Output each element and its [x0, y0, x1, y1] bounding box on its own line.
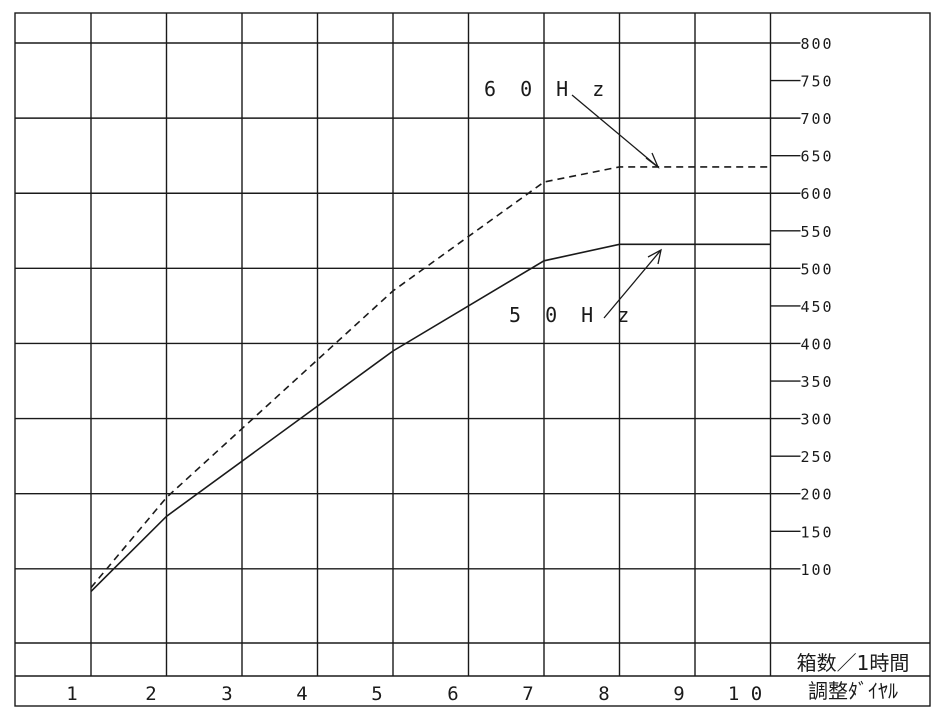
legend-50hz-arrowhead [647, 248, 662, 265]
series-layer [90, 166, 772, 592]
legend-60hz-arrow [571, 94, 659, 168]
x-tick-label: 3 [221, 683, 232, 705]
legend-60hz-label: 6 0 H z [484, 77, 610, 101]
x-tick-label: 8 [598, 683, 609, 705]
x-tick-label: 2 [145, 683, 156, 705]
x-tick-label: 1 0 [728, 683, 762, 705]
y-tick-label: 400 [801, 335, 834, 353]
series-line-50hz [90, 243, 771, 592]
x-tick-label: 9 [673, 683, 684, 705]
y-tick-label: 800 [801, 35, 834, 53]
x-tick-label: 7 [522, 683, 533, 705]
x-axis: 1 2 3 4 5 6 7 8 9 1 0 [66, 683, 762, 705]
y-tick-label: 150 [801, 523, 834, 541]
y-tick-label: 500 [801, 260, 834, 278]
legend-60hz-arrowhead [645, 152, 660, 169]
y-tick-label: 250 [801, 448, 834, 466]
y-tick-label: 750 [801, 73, 834, 91]
y-tick-label: 100 [801, 561, 834, 579]
y-axis: 800 750 700 650 600 550 500 450 400 350 300 250 200 1… [770, 35, 834, 579]
y-tick-label: 600 [801, 185, 834, 203]
x-tick-label: 5 [371, 683, 382, 705]
series-line-60hz [90, 166, 772, 589]
x-axis-title: 調整ﾀﾞｲﾔﾙ [808, 679, 898, 703]
chart-grid [14, 12, 931, 707]
chart-frame [14, 12, 931, 707]
y-tick-label: 700 [801, 110, 834, 128]
y-tick-label: 450 [801, 298, 834, 316]
y-tick-label: 650 [801, 148, 834, 166]
x-tick-label: 1 [66, 683, 77, 705]
y-tick-label: 200 [801, 486, 834, 504]
legend-50hz-label: 5 0 H z [509, 303, 635, 327]
x-tick-label: 4 [296, 683, 307, 705]
x-tick-label: 6 [447, 683, 458, 705]
legend-50hz-arrow [603, 249, 662, 319]
y-tick-label: 350 [801, 373, 834, 391]
y-axis-unit-label: 箱数／1時間 [797, 651, 910, 675]
y-tick-label: 300 [801, 411, 834, 429]
y-tick-label: 550 [801, 223, 834, 241]
